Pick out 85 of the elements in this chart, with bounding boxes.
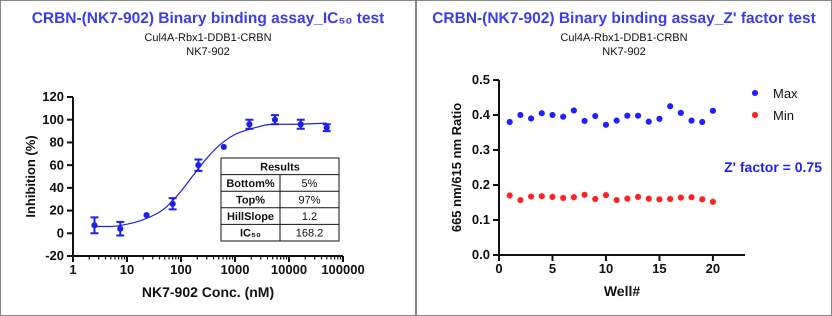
point	[517, 196, 524, 204]
point	[699, 196, 706, 202]
x-tick-label: 20	[706, 261, 720, 276]
y-tick-label: 0	[56, 225, 64, 240]
y-axis-title: Inhibition (%)	[23, 135, 38, 218]
point	[667, 196, 674, 202]
annotation: Results	[260, 161, 300, 174]
point	[634, 194, 642, 200]
x-tick-label: 100000	[321, 262, 365, 278]
y-tick-label: 0.0	[472, 247, 490, 262]
point	[614, 196, 620, 204]
y-tick-label: 80	[50, 134, 64, 150]
annotation: IC₅₀	[240, 228, 262, 240]
y-tick-label: -20	[45, 248, 64, 264]
point	[528, 115, 534, 122]
y-tick-label: 100	[42, 112, 64, 127]
annotation: 168.2	[296, 228, 324, 240]
point	[699, 118, 706, 126]
legend-label: Max	[773, 86, 798, 101]
annotation: HillSlope	[226, 211, 274, 224]
point	[592, 112, 598, 120]
point	[688, 194, 695, 200]
point	[549, 112, 556, 118]
point	[528, 193, 534, 200]
x-tick-label: 0	[495, 261, 503, 276]
point	[560, 114, 566, 120]
point	[678, 194, 684, 201]
chart-subtitle: Cul4A-Rbx1-DDB1-CRBN NK7-902	[560, 32, 688, 58]
point	[581, 118, 588, 124]
point	[624, 112, 630, 119]
point	[656, 196, 663, 202]
point	[570, 107, 577, 114]
chart-subtitle: Cul4A-Rbx1-DDB1-CRBN NK7-902	[144, 32, 272, 58]
y-tick-label: 0.4	[472, 107, 491, 122]
point	[560, 194, 566, 202]
x-tick-label: 10	[598, 261, 614, 276]
annotation: Top%	[236, 194, 266, 206]
chart-title: CRBN-(NK7-902) Binary binding assay_Z' factor test	[432, 10, 816, 27]
x-axis-title: NK7-902 Conc. (nM)	[142, 284, 274, 300]
point	[506, 192, 513, 199]
point	[667, 103, 674, 110]
y-tick-label: 120	[42, 89, 64, 104]
point	[506, 118, 513, 126]
annotation: 97%	[298, 194, 321, 206]
y-tick-label: 40	[50, 180, 64, 196]
point	[634, 112, 642, 119]
annotation: 5%	[302, 178, 318, 190]
y-tick-label: 0.1	[472, 212, 490, 228]
point	[592, 196, 598, 202]
point	[538, 193, 545, 200]
x-tick-label: 10	[120, 262, 134, 278]
point	[549, 194, 556, 200]
x-tick-label: 15	[652, 261, 667, 276]
point	[646, 196, 652, 202]
point	[710, 198, 716, 205]
point	[678, 110, 684, 116]
point	[538, 110, 545, 116]
annotation: Z' factor = 0.75	[724, 159, 822, 175]
x-tick-label: 1	[69, 262, 77, 278]
point	[710, 108, 716, 114]
annotation: 1.2	[302, 211, 318, 224]
point	[614, 118, 620, 124]
point	[602, 192, 610, 198]
annotation: Bottom%	[226, 178, 275, 190]
point	[581, 192, 588, 198]
point	[646, 118, 652, 125]
point	[688, 118, 695, 124]
x-tick-label: 100	[170, 262, 192, 278]
point	[656, 116, 663, 122]
y-tick-label: 20	[50, 202, 64, 218]
y-axis-title: 665 nm/615 nm Ratio	[449, 102, 464, 232]
x-tick-label: 10000	[270, 262, 308, 278]
point	[624, 196, 630, 202]
chart-title: CRBN-(NK7-902) Binary binding assay_IC₅₀ test	[32, 10, 384, 27]
point	[517, 112, 524, 118]
point	[570, 194, 577, 200]
y-tick-label: 0.3	[472, 142, 490, 158]
point	[602, 122, 610, 128]
legend-label: Min	[773, 108, 794, 123]
y-tick-label: 0.2	[472, 177, 490, 192]
x-axis-title: Well#	[604, 283, 640, 299]
y-tick-label: 60	[50, 157, 64, 172]
y-tick-label: 0.5	[472, 72, 490, 88]
x-tick-label: 5	[548, 261, 556, 276]
x-tick-label: 1000	[220, 262, 250, 278]
